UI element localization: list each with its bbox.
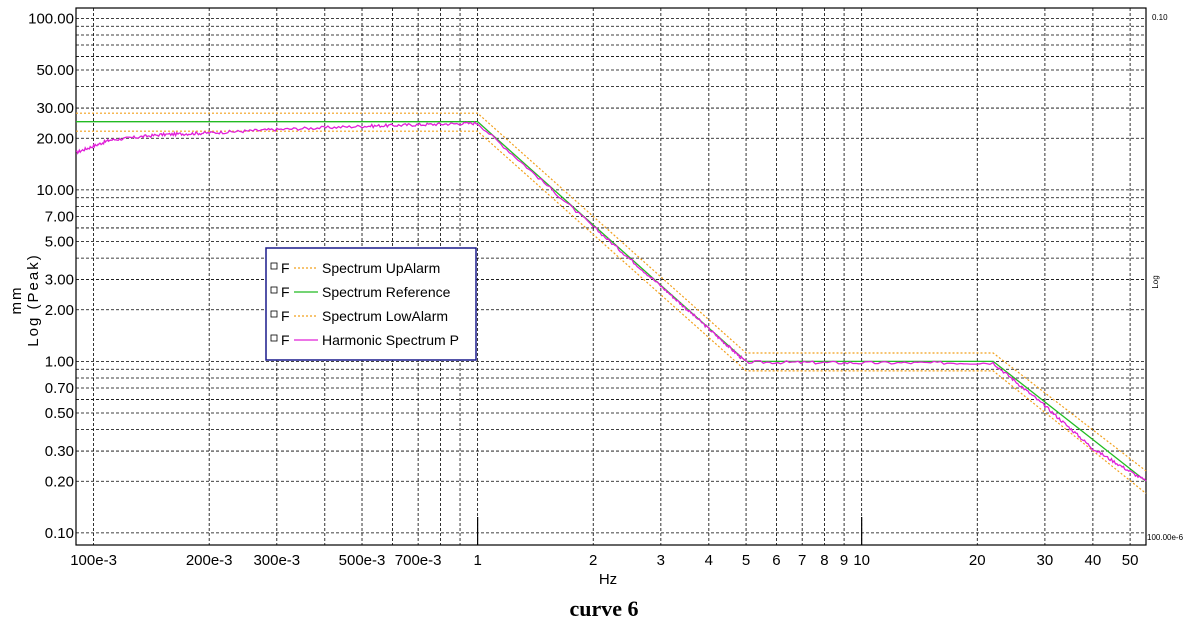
legend-item: F Spectrum Reference [270, 284, 451, 300]
plot-border [75, 7, 1147, 546]
y-axis-label: Log (Peak) [25, 253, 42, 346]
legend-item: F Spectrum LowAlarm [270, 308, 448, 324]
legend-label: Spectrum UpAlarm [322, 260, 440, 276]
y-tick-label: 20.00 [36, 130, 74, 147]
legend-prefix: F [281, 284, 290, 300]
legend-prefix: F [281, 260, 290, 276]
x-tick-label: 8 [820, 552, 828, 569]
legend-checkbox [270, 262, 278, 270]
x-tick-label: 4 [705, 552, 713, 569]
x-tick-label: 40 [1085, 552, 1102, 569]
x-tick-label: 6 [772, 552, 780, 569]
legend-label: Harmonic Spectrum P [322, 332, 459, 348]
legend-prefix: F [281, 308, 290, 324]
y-tick-label: 3.00 [45, 272, 74, 289]
legend: F Spectrum UpAlarm F Spectrum Reference F Spe… [265, 247, 477, 361]
legend-prefix: F [281, 332, 290, 348]
y-tick-labels: 100.00 50.00 30.00 20.00 10.00 7.00 5.00 3.00 2.… [28, 10, 74, 541]
legend-checkbox [270, 286, 278, 294]
right-axis-title: Log [1151, 275, 1160, 288]
legend-label: Spectrum LowAlarm [322, 308, 448, 324]
y-tick-label: 0.50 [45, 405, 74, 422]
y-tick-label: 2.00 [45, 302, 74, 319]
x-axis-title: Hz [599, 571, 617, 588]
y-axis-unit: mm [8, 286, 25, 315]
series-line-spectrum-reference [76, 121, 1147, 482]
x-tick-label: 20 [969, 552, 986, 569]
y-tick-label: 30.00 [36, 100, 74, 117]
series-line-spectrum-lowalarm [76, 130, 1147, 494]
x-tick-label: 1 [473, 552, 481, 569]
x-tick-label: 700e-3 [395, 552, 442, 569]
y-tick-label: 100.00 [28, 10, 74, 27]
y-tick-label: 1.00 [45, 353, 74, 370]
x-tick-label: 9 [840, 552, 848, 569]
y-tick-label: 7.00 [45, 208, 74, 225]
series-layer [75, 112, 1147, 494]
x-tick-label: 50 [1122, 552, 1139, 569]
x-tick-label: 5 [742, 552, 750, 569]
y-tick-label: 0.30 [45, 443, 74, 460]
legend-checkbox [270, 310, 278, 318]
x-tick-label: 2 [589, 552, 597, 569]
y-tick-label: 5.00 [45, 234, 74, 251]
legend-label: Spectrum Reference [322, 284, 451, 300]
x-tick-label: 3 [657, 552, 665, 569]
legend-checkbox [270, 334, 278, 342]
grid-layer [76, 8, 1146, 545]
x-tick-labels: 100e-3 200e-3 300e-3 500e-3 700e-3 1 2 3 4 5 6 7 8 9 1… [70, 552, 1138, 569]
series-line-harmonic-spectrum-p [75, 121, 1147, 482]
x-tick-label: 300e-3 [253, 552, 300, 569]
legend-item: F Spectrum UpAlarm [270, 260, 440, 276]
right-axis-top-label: 0.10 [1152, 13, 1168, 22]
y-tick-label: 0.10 [45, 525, 74, 542]
y-tick-label: 50.00 [36, 62, 74, 79]
y-axis-title: mm Log (Peak) [8, 253, 42, 346]
right-axis-bottom-label: 100.00e-6 [1147, 533, 1184, 542]
x-tick-label: 100e-3 [70, 552, 117, 569]
legend-frame [265, 247, 477, 361]
x-tick-label: 500e-3 [339, 552, 386, 569]
legend-item: F Harmonic Spectrum P [270, 332, 459, 348]
y-tick-label: 0.70 [45, 380, 74, 397]
series-line-spectrum-upalarm [76, 112, 1147, 472]
x-tick-label: 200e-3 [186, 552, 233, 569]
y-tick-label: 0.20 [45, 473, 74, 490]
x-tick-label: 7 [798, 552, 806, 569]
chart-caption: curve 6 [569, 596, 638, 621]
y-tick-label: 10.00 [36, 182, 74, 199]
x-tick-label: 10 [853, 552, 870, 569]
x-tick-label: 30 [1037, 552, 1054, 569]
